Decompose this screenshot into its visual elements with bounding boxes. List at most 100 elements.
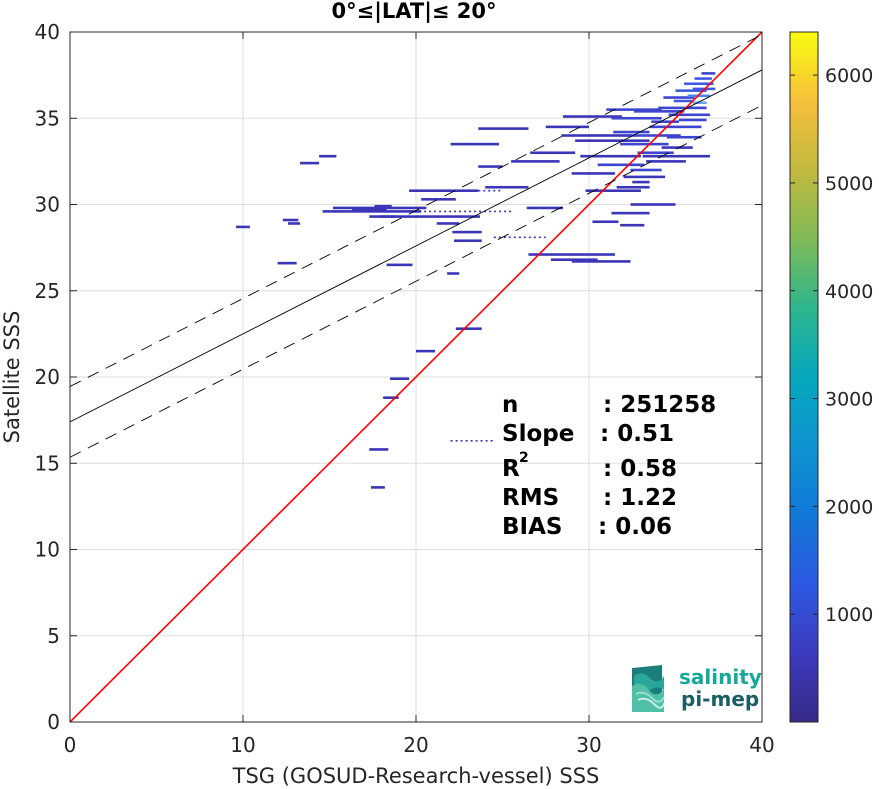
density-cell — [277, 261, 297, 265]
density-cell — [642, 154, 711, 158]
x-tick-label: 40 — [749, 733, 774, 757]
logo-text-pimep: pi-mep — [681, 687, 759, 711]
density-cell — [575, 139, 650, 142]
density-cell — [478, 127, 529, 130]
x-tick-label: 0 — [64, 733, 77, 757]
density-cell — [613, 130, 650, 134]
density-cell — [528, 253, 615, 256]
density-cell — [661, 146, 693, 149]
colorbar-ticks: 1000 2000 3000 4000 5000 6000 — [790, 65, 873, 626]
y-tick-label: 15 — [35, 451, 60, 475]
density-cell — [287, 222, 301, 225]
density-cell — [616, 185, 650, 189]
density-cell — [673, 99, 693, 103]
stat-n-value: : 251258 — [603, 392, 716, 418]
density-cell — [694, 77, 712, 80]
density-cell — [630, 203, 676, 206]
density-cell — [282, 218, 299, 222]
x-axis-title: TSG (GOSUD-Research-vessel) SSS — [232, 764, 600, 788]
density-cell — [436, 222, 460, 225]
y-tick-label: 20 — [35, 365, 60, 389]
density-cell — [597, 163, 645, 167]
y-tick-label: 25 — [35, 279, 60, 303]
density-cell — [447, 272, 460, 275]
density-cell — [630, 168, 662, 172]
density-cell — [322, 210, 422, 213]
density-cell — [658, 106, 707, 110]
stat-rms-label: RMS — [502, 485, 559, 511]
density-cell — [632, 180, 650, 184]
stat-slope-value: : 0.51 — [600, 421, 674, 447]
density-cell — [675, 89, 707, 92]
density-cell — [701, 72, 716, 75]
stat-n-label: n — [502, 392, 518, 418]
density-cell — [668, 113, 711, 117]
x-tick-label: 30 — [576, 733, 601, 757]
regression-line — [70, 69, 762, 423]
density-layer — [236, 72, 716, 489]
colorbar-tick-label: 1000 — [825, 604, 873, 626]
density-cell — [332, 206, 427, 210]
density-cell — [455, 327, 482, 330]
density-cell — [450, 142, 500, 146]
y-tick-label: 35 — [35, 106, 60, 130]
density-cell — [530, 151, 576, 155]
density-cell — [585, 189, 641, 192]
x-tick-label: 20 — [403, 733, 428, 757]
density-cell — [563, 115, 622, 118]
density-cell — [478, 165, 503, 168]
density-cell — [390, 377, 410, 381]
density-cell — [561, 134, 633, 137]
density-cell — [454, 239, 482, 243]
upper-confidence-line — [70, 34, 762, 387]
density-cell — [649, 125, 702, 129]
stat-r2-label: R — [502, 456, 520, 482]
density-cell — [319, 154, 337, 158]
density-cell — [620, 142, 669, 146]
density-cell — [371, 486, 385, 489]
y-tick-label: 30 — [35, 193, 60, 217]
density-cell — [374, 204, 392, 208]
density-cell — [379, 215, 481, 218]
density-cell — [421, 198, 456, 201]
density-cell — [623, 134, 681, 137]
density-cell — [580, 154, 641, 158]
density-cell — [623, 175, 666, 179]
axis-ticks: 0 10 20 30 40 0 5 10 15 20 25 30 35 40 — [35, 20, 775, 757]
density-cell — [386, 263, 413, 267]
density-cell — [571, 260, 631, 263]
stats-box: n : 251258 Slope : 0.51 R 2 : 0.58 RMS :… — [502, 392, 716, 540]
density-cell — [526, 206, 564, 210]
wave-logo-icon — [632, 665, 665, 712]
stat-bias-value: : 0.06 — [598, 514, 672, 540]
stat-slope-label: Slope — [502, 421, 574, 447]
x-tick-label: 10 — [230, 733, 255, 757]
density-cell — [592, 220, 619, 224]
colorbar — [789, 31, 819, 723]
logo-text-salinity: salinity — [679, 665, 762, 689]
density-cell — [383, 396, 399, 399]
colorbar-tick-label: 3000 — [825, 389, 873, 411]
density-cell — [550, 258, 598, 261]
lower-confidence-line — [70, 104, 762, 458]
density-cell — [545, 125, 589, 129]
plot-title: 0°≤|LAT|≤ 20° — [331, 0, 496, 24]
density-cell — [620, 223, 645, 227]
density-cell — [666, 135, 702, 139]
density-cell — [606, 108, 662, 111]
colorbar-tick-label: 6000 — [825, 65, 873, 87]
y-tick-label: 5 — [47, 624, 60, 648]
density-cell — [485, 185, 529, 189]
density-cell — [236, 225, 250, 229]
density-cell — [351, 208, 387, 211]
density-cell — [663, 96, 695, 99]
density-cell — [678, 118, 707, 122]
density-cell — [571, 172, 615, 175]
density-cell — [611, 211, 650, 215]
stat-bias-label: BIAS — [502, 514, 562, 540]
y-axis-title: Satellite SSS — [0, 311, 24, 444]
density-cell — [651, 120, 679, 123]
density-cell — [637, 151, 674, 155]
stat-r2-value: : 0.58 — [603, 456, 677, 482]
